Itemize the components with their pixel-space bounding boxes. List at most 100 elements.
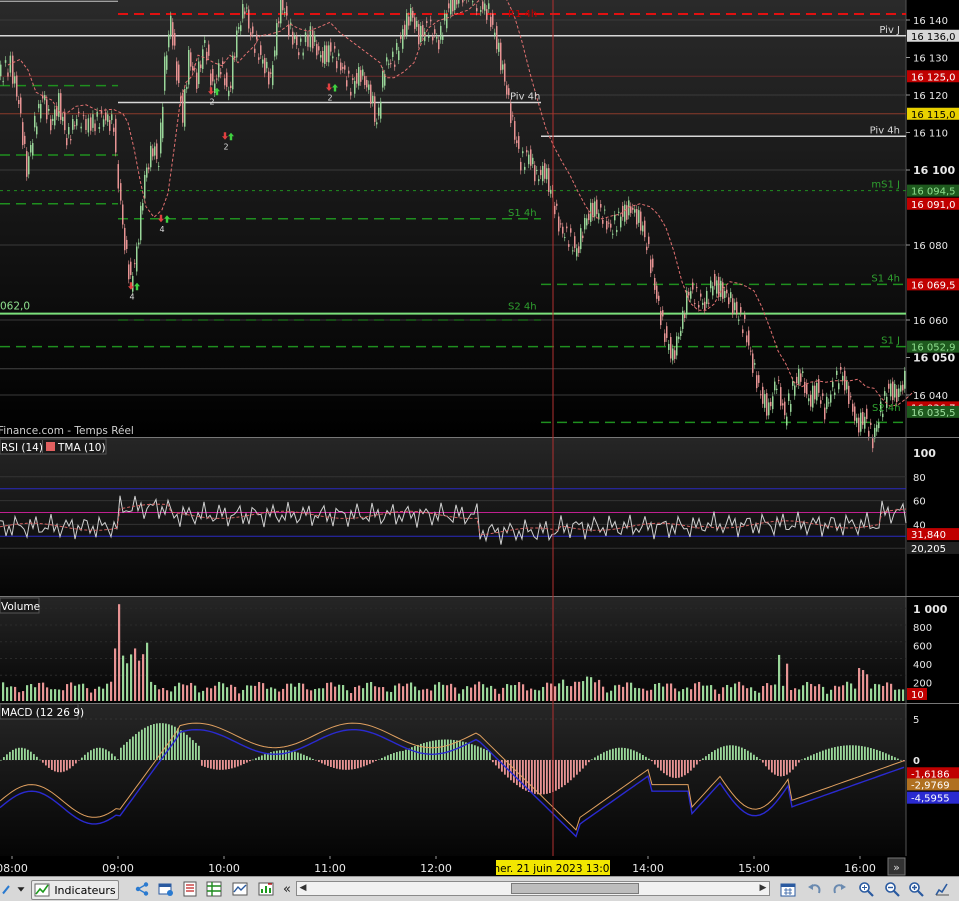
candle-body <box>262 59 264 64</box>
volume-bar <box>394 685 397 701</box>
macd-histogram-bar <box>489 751 491 760</box>
candle-body <box>784 401 786 416</box>
candle-body <box>700 293 702 297</box>
macd-histogram-bar <box>804 758 806 760</box>
volume-bar <box>158 689 161 701</box>
candle-body <box>100 110 103 114</box>
volume-bar <box>258 681 261 701</box>
candle-body <box>680 330 682 336</box>
macd-histogram-bar <box>513 760 515 783</box>
macd-histogram-bar <box>429 741 431 760</box>
scroll-left-button[interactable]: ◀ <box>299 883 307 893</box>
candle-body <box>87 118 90 133</box>
draw-icon[interactable] <box>0 880 12 898</box>
chart-icon[interactable] <box>932 880 952 898</box>
chart-window-icon[interactable] <box>157 880 175 898</box>
macd-histogram-bar <box>30 751 32 760</box>
volume-bar <box>450 683 453 701</box>
macd-histogram-bar <box>84 754 86 760</box>
rsi-panel[interactable] <box>0 438 906 596</box>
portfolio-icon[interactable] <box>255 880 277 898</box>
candle-body <box>70 138 72 141</box>
redo-icon[interactable] <box>830 880 848 898</box>
macd-legend[interactable]: MACD (12 26 9) <box>0 703 84 720</box>
macd-histogram-bar <box>399 751 401 760</box>
volume-bar <box>270 687 273 701</box>
candle-body <box>686 290 688 315</box>
candle-body <box>740 307 742 313</box>
list-icon[interactable] <box>181 880 199 898</box>
expand-axis-button[interactable]: » <box>887 857 906 876</box>
candle-body <box>278 21 280 24</box>
candle-body <box>138 242 140 245</box>
macd-histogram-bar <box>285 750 287 760</box>
candle-body <box>7 72 9 77</box>
price-axis-label: 16 080 <box>913 241 948 252</box>
candle-body <box>618 211 620 213</box>
dropdown-icon[interactable] <box>14 880 28 898</box>
axis-value-text: 16 069,5 <box>911 280 956 291</box>
candle-body <box>444 13 446 21</box>
zoom-fit-icon[interactable] <box>856 880 876 898</box>
volume-bar <box>118 604 121 701</box>
macd-histogram-bar <box>60 760 62 773</box>
candle-body <box>374 96 376 122</box>
chart-type-icon[interactable] <box>229 880 251 898</box>
volume-bar <box>382 687 385 701</box>
candle-body <box>340 62 342 71</box>
candle-body <box>40 104 42 119</box>
candle-body <box>602 219 604 224</box>
macd-histogram-bar <box>732 745 734 760</box>
indicators-button[interactable]: Indicateurs <box>31 880 119 900</box>
buy-arrow-icon <box>134 282 140 291</box>
candle-body <box>760 394 762 396</box>
candle-body <box>286 6 288 16</box>
collapse-icon[interactable]: « <box>283 881 291 897</box>
rsi-legend[interactable]: RSI (14) TMA (10) <box>0 438 107 455</box>
macd-histogram-bar <box>123 744 125 760</box>
candle-body <box>870 422 872 426</box>
macd-histogram-bar <box>714 750 716 760</box>
volume-bar <box>322 688 325 701</box>
candle-body <box>82 115 85 117</box>
macd-histogram-bar <box>789 760 791 773</box>
candle-body <box>388 63 390 65</box>
macd-histogram-bar <box>894 757 896 760</box>
macd-histogram-bar <box>15 748 17 760</box>
scroll-right-button[interactable]: ▶ <box>759 883 767 893</box>
level-label: S1 4h <box>871 273 900 284</box>
macd-histogram-bar <box>618 747 620 760</box>
scrollbar-thumb[interactable] <box>511 883 639 894</box>
macd-histogram-bar <box>270 752 272 760</box>
price-axis-label: 16 050 <box>913 352 955 365</box>
macd-panel[interactable] <box>0 704 906 856</box>
zoom-in-icon[interactable] <box>906 880 926 898</box>
candle-body <box>322 51 324 63</box>
candle-body <box>862 411 864 425</box>
volume-bar <box>434 684 437 701</box>
volume-bar <box>894 689 897 701</box>
macd-histogram-bar <box>639 753 641 760</box>
time-scrollbar[interactable]: ◀ ▶ <box>296 881 770 896</box>
undo-icon[interactable] <box>806 880 824 898</box>
grid-icon[interactable] <box>205 880 223 898</box>
share-icon[interactable] <box>133 880 151 898</box>
zoom-out-icon[interactable] <box>882 880 902 898</box>
candle-body <box>190 52 192 67</box>
candle-body <box>14 76 16 84</box>
candle-body <box>76 118 78 126</box>
macd-histogram-bar <box>549 760 551 794</box>
volume-legend[interactable]: Volume <box>0 597 40 614</box>
candle-body <box>32 143 34 156</box>
candle-body <box>208 44 210 56</box>
macd-histogram-bar <box>378 759 380 761</box>
candle-body <box>62 116 64 122</box>
volume-bar <box>670 683 673 701</box>
candle-body <box>616 229 618 233</box>
candle-body <box>608 222 610 224</box>
macd-histogram-bar <box>210 760 212 769</box>
calendar-icon[interactable] <box>778 880 798 898</box>
volume-bar <box>514 684 517 701</box>
macd-histogram-bar <box>816 752 818 760</box>
